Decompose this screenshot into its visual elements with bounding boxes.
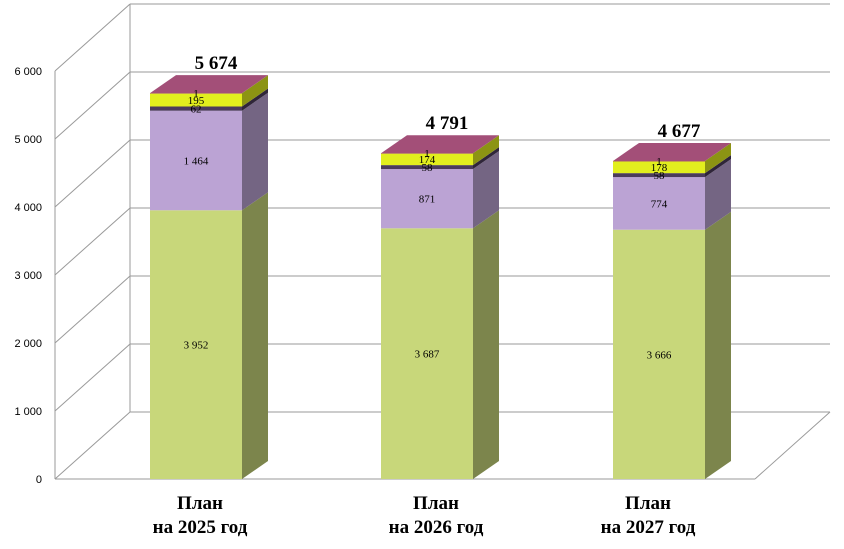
- bar-segment: [613, 177, 705, 230]
- y-tick-label: 5 000: [14, 134, 42, 146]
- segment-value-label: 3 952: [184, 340, 209, 352]
- bar-segment-side: [242, 192, 268, 479]
- y-tick-label: 0: [36, 474, 42, 486]
- bar-top: [381, 135, 499, 154]
- gridline-diagonal: [54, 411, 131, 480]
- y-tick-label: 4 000: [14, 202, 42, 214]
- y-tick-label: 1 000: [14, 406, 42, 418]
- segment-value-label: 1 464: [184, 155, 209, 167]
- y-tick-label: 2 000: [14, 338, 42, 350]
- bar-group: [150, 75, 268, 479]
- bar-segment: [150, 110, 242, 211]
- gridline-diagonal: [54, 343, 131, 412]
- bar-segment: [613, 161, 705, 174]
- bar-segment: [613, 160, 705, 162]
- bar-segment: [381, 228, 473, 479]
- segment-value-label: 1: [656, 156, 662, 168]
- x-category-label: План: [625, 493, 671, 514]
- bar-segment-side: [705, 155, 731, 178]
- bar-segment: [381, 153, 473, 166]
- segment-value-label: 178: [651, 162, 668, 174]
- bar-segment-side: [473, 147, 499, 170]
- total-label: 4 677: [658, 121, 701, 142]
- bar-segment-side: [473, 135, 499, 154]
- segment-value-label: 1: [424, 148, 430, 160]
- bar-group: [613, 142, 731, 479]
- total-label: 4 791: [426, 113, 469, 134]
- bar-segment: [150, 210, 242, 479]
- bar-segment-side: [242, 75, 268, 94]
- bar-top: [613, 142, 731, 161]
- bar-segment-side: [705, 211, 731, 479]
- gridline-diagonal: [54, 71, 131, 140]
- segment-value-label: 871: [419, 194, 436, 206]
- bar-segment: [381, 153, 473, 154]
- segment-value-label: 3 666: [647, 349, 672, 361]
- bar-segment-side: [705, 159, 731, 230]
- segment-value-label: 774: [651, 198, 668, 210]
- bar-segment-side: [242, 75, 268, 107]
- bar-segment-side: [473, 210, 499, 479]
- segment-value-label: 1: [193, 88, 199, 100]
- bar-segment: [150, 93, 242, 94]
- bar-segment-side: [705, 143, 731, 174]
- bars: [150, 75, 731, 479]
- segment-value-label: 62: [191, 104, 202, 116]
- bar-segment: [150, 106, 242, 111]
- x-category-label: План: [177, 493, 223, 514]
- x-category-label: на 2025 год: [153, 517, 248, 538]
- y-tick-label: 6 000: [14, 66, 42, 78]
- floor-right-edge: [754, 411, 831, 480]
- y-axis: 0 1 000 2 000 3 000 4 000 5 000 6 000: [14, 66, 56, 486]
- bar-segment: [381, 165, 473, 170]
- bar-top: [150, 75, 268, 94]
- bar-segment-side: [705, 142, 731, 162]
- bar-segment: [381, 169, 473, 229]
- x-category-label: на 2026 год: [389, 517, 484, 538]
- segment-value-label: 195: [188, 95, 205, 107]
- x-category-label: План: [413, 493, 459, 514]
- bar-segment: [150, 93, 242, 107]
- gridline-diagonal: [54, 3, 131, 72]
- bar-segment-side: [473, 135, 499, 166]
- gridline-diagonal: [54, 275, 131, 344]
- bar-segment-side: [242, 92, 268, 211]
- bar-segment-side: [242, 88, 268, 111]
- gridline-diagonal: [54, 207, 131, 276]
- total-label: 5 674: [195, 53, 238, 74]
- segment-value-label: 58: [654, 170, 666, 182]
- bar-group: [381, 135, 499, 479]
- bar-segment: [613, 229, 705, 479]
- y-tick-label: 3 000: [14, 270, 42, 282]
- x-category-label: на 2027 год: [601, 517, 696, 538]
- gridline-diagonal: [54, 139, 131, 208]
- segment-value-label: 3 687: [415, 349, 440, 361]
- bar-segment-side: [473, 151, 499, 229]
- segment-value-label: 174: [419, 154, 436, 166]
- segment-value-label: 58: [422, 162, 434, 174]
- bar-segment: [613, 173, 705, 178]
